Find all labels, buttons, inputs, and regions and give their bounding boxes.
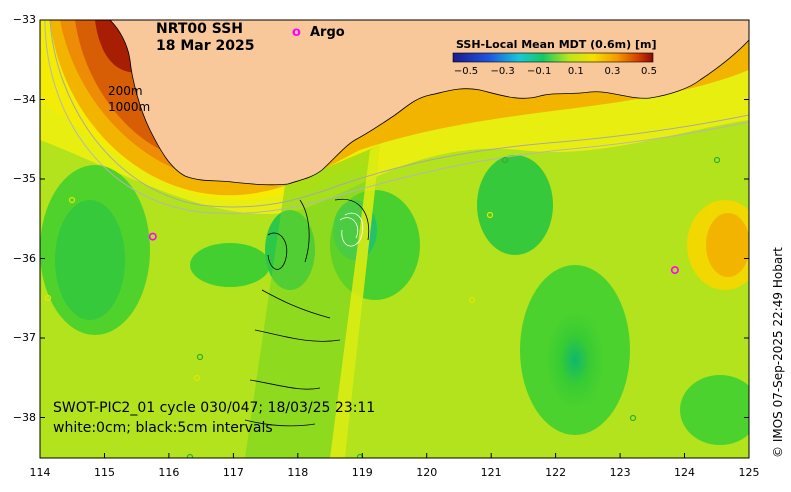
colorbar-tick-label: −0.3 (490, 66, 515, 77)
isobath-200m-label: 200m (108, 84, 143, 98)
x-tick-label: 115 (93, 466, 115, 479)
x-tick-label: 121 (480, 466, 502, 479)
colorbar-tick-label: 0.3 (604, 66, 621, 77)
map-title: NRT00 SSH (156, 21, 244, 37)
credit-text: © IMOS 07-Sep-2025 22:49 Hobart (771, 247, 785, 458)
swot-caption-line1: SWOT-PIC2_01 cycle 030/047; 18/03/25 23:… (53, 400, 376, 416)
x-tick-label: 114 (29, 466, 51, 479)
y-tick-label: −35 (12, 172, 36, 185)
argo-legend-label: Argo (310, 25, 345, 40)
colorbar-title: SSH-Local Mean MDT (0.6m) [m] (456, 38, 657, 51)
colorbar-tick-label: 0.5 (641, 66, 657, 77)
colorbar (452, 52, 654, 63)
colorbar-tick-label: 0.1 (567, 66, 584, 77)
y-tick-label: −33 (12, 13, 36, 26)
x-tick-label: 122 (545, 466, 567, 479)
argo-legend-symbol: o (292, 25, 301, 40)
argo-floats (148, 232, 679, 275)
x-tick-label: 124 (674, 466, 696, 479)
y-tick-label: −34 (12, 92, 36, 106)
x-tick-label: 125 (738, 466, 760, 479)
colorbar-tick-label: −0.5 (453, 66, 479, 77)
argo-float-marker (670, 266, 679, 275)
x-tick-label: 123 (609, 466, 631, 479)
argo-float-marker (148, 232, 157, 241)
y-tick-label: −37 (12, 331, 36, 344)
colorbar-tick-label: −0.1 (527, 66, 552, 77)
map-date: 18 Mar 2025 (156, 38, 255, 54)
x-tick-label: 116 (158, 466, 180, 479)
plot-frame (39, 19, 750, 459)
x-tick-label: 120 (416, 466, 438, 479)
y-tick-label: −38 (12, 410, 36, 424)
isobath-1000m-label: 1000m (108, 100, 151, 114)
x-tick-label: 118 (287, 466, 309, 479)
axis-ticks (39, 19, 750, 458)
plot-area (40, 20, 749, 458)
y-tick-label: −36 (12, 251, 36, 265)
swot-caption-line2: white:0cm; black:5cm intervals (53, 420, 273, 436)
x-tick-label: 117 (222, 466, 244, 479)
x-tick-label: 119 (351, 466, 373, 479)
